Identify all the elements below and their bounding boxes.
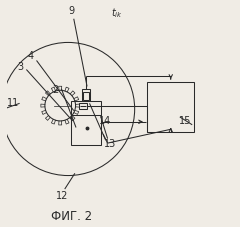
Bar [72,101,101,145]
Bar [82,89,90,101]
Text: 11: 11 [7,98,19,108]
Text: $t_{ik}$: $t_{ik}$ [111,6,123,20]
Text: 2: 2 [53,85,59,95]
Bar [83,92,89,99]
Text: 3: 3 [18,62,24,72]
Text: 15: 15 [179,116,192,126]
Text: 13: 13 [104,139,116,149]
Text: 14: 14 [99,116,111,126]
Text: 12: 12 [56,191,69,201]
Text: ФИГ. 2: ФИГ. 2 [51,210,92,223]
Text: 9: 9 [68,6,75,16]
Text: 4: 4 [28,51,34,61]
Bar [147,82,194,132]
Bar [79,103,87,109]
